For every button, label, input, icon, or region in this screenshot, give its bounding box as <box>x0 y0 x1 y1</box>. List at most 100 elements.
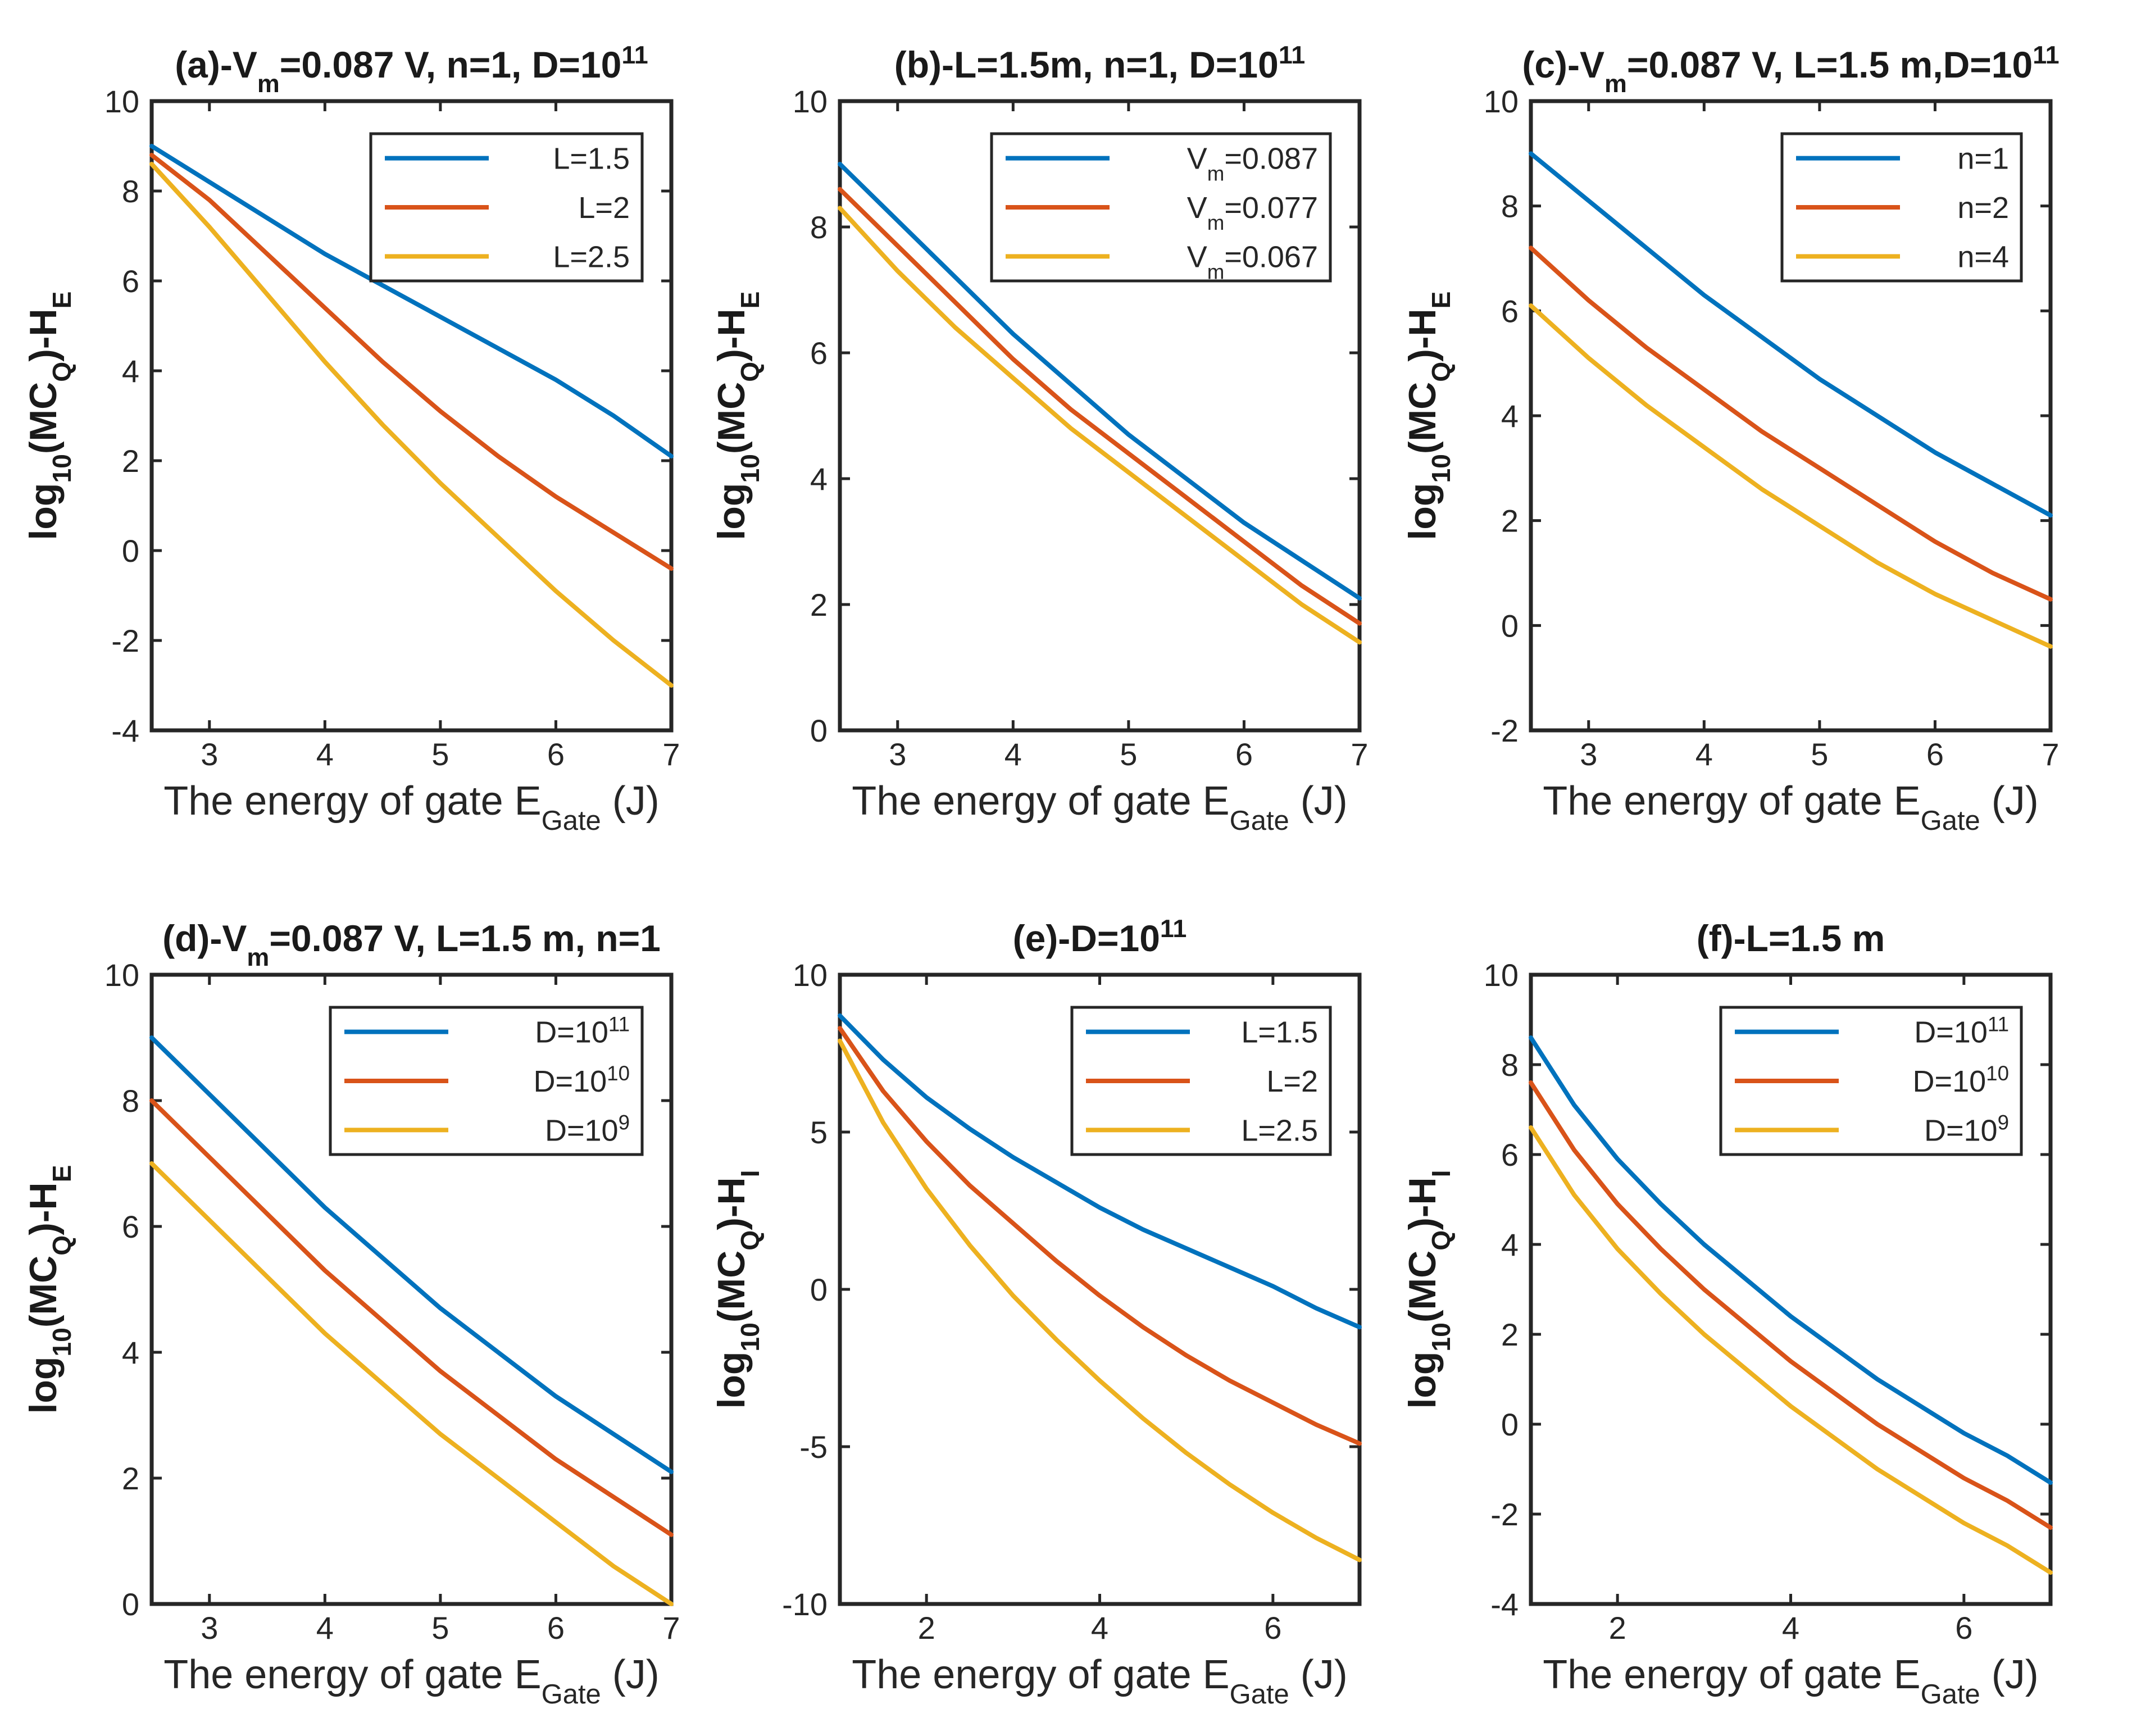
series-line-a-2 <box>149 162 674 688</box>
y-tick-label: 10 <box>793 957 828 993</box>
legend-part: L=2.5 <box>1241 1114 1318 1147</box>
title-part: =0.087 V, L=1.5 m, n=1 <box>269 917 661 959</box>
legend-entry-f-0: D=1011 <box>1914 1012 2009 1049</box>
y-tick-label: 2 <box>810 587 828 622</box>
xlabel-part: The energy of gate E <box>852 779 1229 824</box>
y-tick-label: 0 <box>122 1587 139 1622</box>
panel-c-x-axis-label: The energy of gate EGate (J) <box>1543 779 2039 836</box>
series-line-c-0 <box>1529 151 2053 518</box>
series-line-e-2 <box>838 1038 1362 1562</box>
x-tick-label: 5 <box>431 737 449 772</box>
title-part: 11 <box>621 40 648 69</box>
ylabel-part: 10 <box>1426 454 1456 483</box>
ylabel-part: log <box>1401 1352 1444 1409</box>
panel-b-x-axis-label: The energy of gate EGate (J) <box>852 779 1348 836</box>
panel-f: 2 4 6 -4 -2 0 2 4 6 8 10 (f)-L=1.5 m The energy of g… <box>1401 917 2053 1710</box>
title-part: 11 <box>2033 40 2059 69</box>
legend-part: 9 <box>1998 1111 2009 1134</box>
y-tick-label: 4 <box>810 461 828 497</box>
x-tick-label: 6 <box>1264 1610 1281 1646</box>
legend-entry-e-0: L=1.5 <box>1241 1016 1318 1049</box>
title-part: m <box>247 943 269 971</box>
legend-part: D=10 <box>535 1016 608 1049</box>
legend-part: D=10 <box>534 1065 607 1098</box>
x-tick-label: 3 <box>1580 737 1597 772</box>
panel-a-axes-frame <box>149 99 674 733</box>
y-tick-label: 0 <box>1501 608 1519 643</box>
x-tick-label: 4 <box>316 1610 334 1646</box>
title-part: 11 <box>1160 914 1187 943</box>
x-tick-label: 3 <box>201 737 218 772</box>
panel-d-title: (d)-Vm=0.087 V, L=1.5 m, n=1 <box>162 917 661 971</box>
ylabel-part: log <box>710 1352 753 1409</box>
x-tick-label: 7 <box>1351 737 1368 772</box>
title-part: (a)-V <box>175 44 257 85</box>
xlabel-part: The energy of gate E <box>1543 1652 1920 1697</box>
ylabel-part: Q <box>735 362 765 382</box>
ylabel-part: )-H <box>1401 308 1444 361</box>
title-part: (c)-V <box>1522 44 1604 85</box>
title-part: 1.5 <box>998 44 1050 85</box>
x-tick-label: 6 <box>1926 737 1944 772</box>
x-tick-label: 6 <box>1955 1610 1972 1646</box>
ylabel-part: )-H <box>710 1177 753 1230</box>
ylabel-part: I <box>1426 1170 1456 1177</box>
y-tick-label: 10 <box>104 84 139 119</box>
y-tick-label: -2 <box>1490 1497 1519 1532</box>
legend-part: L=2.5 <box>553 240 630 274</box>
series-line-d-0 <box>149 1035 674 1474</box>
ylabel-part: (MC <box>22 382 65 454</box>
y-tick-label: 0 <box>810 1272 828 1307</box>
xlabel-part: Gate <box>542 1679 601 1710</box>
y-tick-label: 6 <box>1501 1137 1519 1173</box>
series-line-b-2 <box>838 206 1362 645</box>
legend-part: L=2 <box>1266 1065 1318 1098</box>
legend-entry-d-2: D=109 <box>545 1111 630 1148</box>
y-tick-label: 10 <box>104 957 139 993</box>
title-part: 11 <box>1279 40 1305 69</box>
y-tick-label: 2 <box>122 443 139 479</box>
y-tick-label: 10 <box>1484 957 1519 993</box>
legend-entry-d-1: D=1010 <box>534 1062 630 1099</box>
y-tick-label: -2 <box>111 623 139 658</box>
series-line-e-0 <box>838 1013 1362 1330</box>
x-tick-label: 5 <box>1120 737 1137 772</box>
panel-b-y-axis-label: log10(MCQ)-HE <box>710 291 765 540</box>
xlabel-part: Gate <box>1230 806 1289 836</box>
legend-part: L=1.5 <box>553 142 630 176</box>
legend-part: L=1.5 <box>1241 1016 1318 1049</box>
xlabel-part: (J) <box>601 1652 660 1697</box>
legend-part: 11 <box>608 1012 630 1035</box>
panel-a-y-axis-label: log10(MCQ)-HE <box>22 291 76 540</box>
legend-entry-a-1: L=2 <box>578 191 630 225</box>
xlabel-part: (J) <box>1289 1652 1348 1697</box>
panel-a-title: (a)-Vm=0.087 V, n=1, D=1011 <box>175 40 648 98</box>
y-tick-label: 0 <box>810 713 828 748</box>
panel-f-title: (f)-L=1.5 m <box>1697 917 1885 959</box>
x-tick-label: 4 <box>1782 1610 1799 1646</box>
legend-part: 11 <box>1988 1012 2009 1035</box>
y-tick-label: 4 <box>1501 1227 1519 1262</box>
panel-d: 3 4 5 6 7 0 2 4 6 8 10 (d)-Vm=0.087 V, L=1.5 m, n=1… <box>22 917 680 1710</box>
title-part: 1.5 <box>1790 917 1842 959</box>
x-tick-label: 5 <box>1811 737 1828 772</box>
legend-part: D=10 <box>1914 1016 1988 1049</box>
ylabel-part: (MC <box>1401 1251 1444 1323</box>
legend-part: D=10 <box>1913 1065 1986 1098</box>
panel-e: 2 4 6 -10 -5 0 5 10 (e)-D=1011 The energy of gate… <box>710 914 1362 1710</box>
legend-entry-b-0: Vm=0.087 <box>1187 142 1318 185</box>
ylabel-part: (MC <box>710 382 753 454</box>
x-tick-label: 4 <box>1091 1610 1108 1646</box>
xlabel-part: The energy of gate E <box>1543 779 1920 824</box>
y-tick-label: 5 <box>810 1115 828 1150</box>
legend-part: D=10 <box>545 1114 619 1147</box>
legend-part: n=1 <box>1957 142 2009 176</box>
title-part: (d)-V <box>162 917 247 959</box>
ylabel-part: Q <box>47 362 76 382</box>
y-tick-label: 8 <box>1501 1047 1519 1083</box>
ylabel-part: 10 <box>1426 1323 1456 1351</box>
xlabel-part: (J) <box>601 779 660 824</box>
y-tick-label: 8 <box>122 174 139 209</box>
ylabel-part: log <box>22 1357 65 1414</box>
ylabel-part: 10 <box>735 1323 765 1351</box>
